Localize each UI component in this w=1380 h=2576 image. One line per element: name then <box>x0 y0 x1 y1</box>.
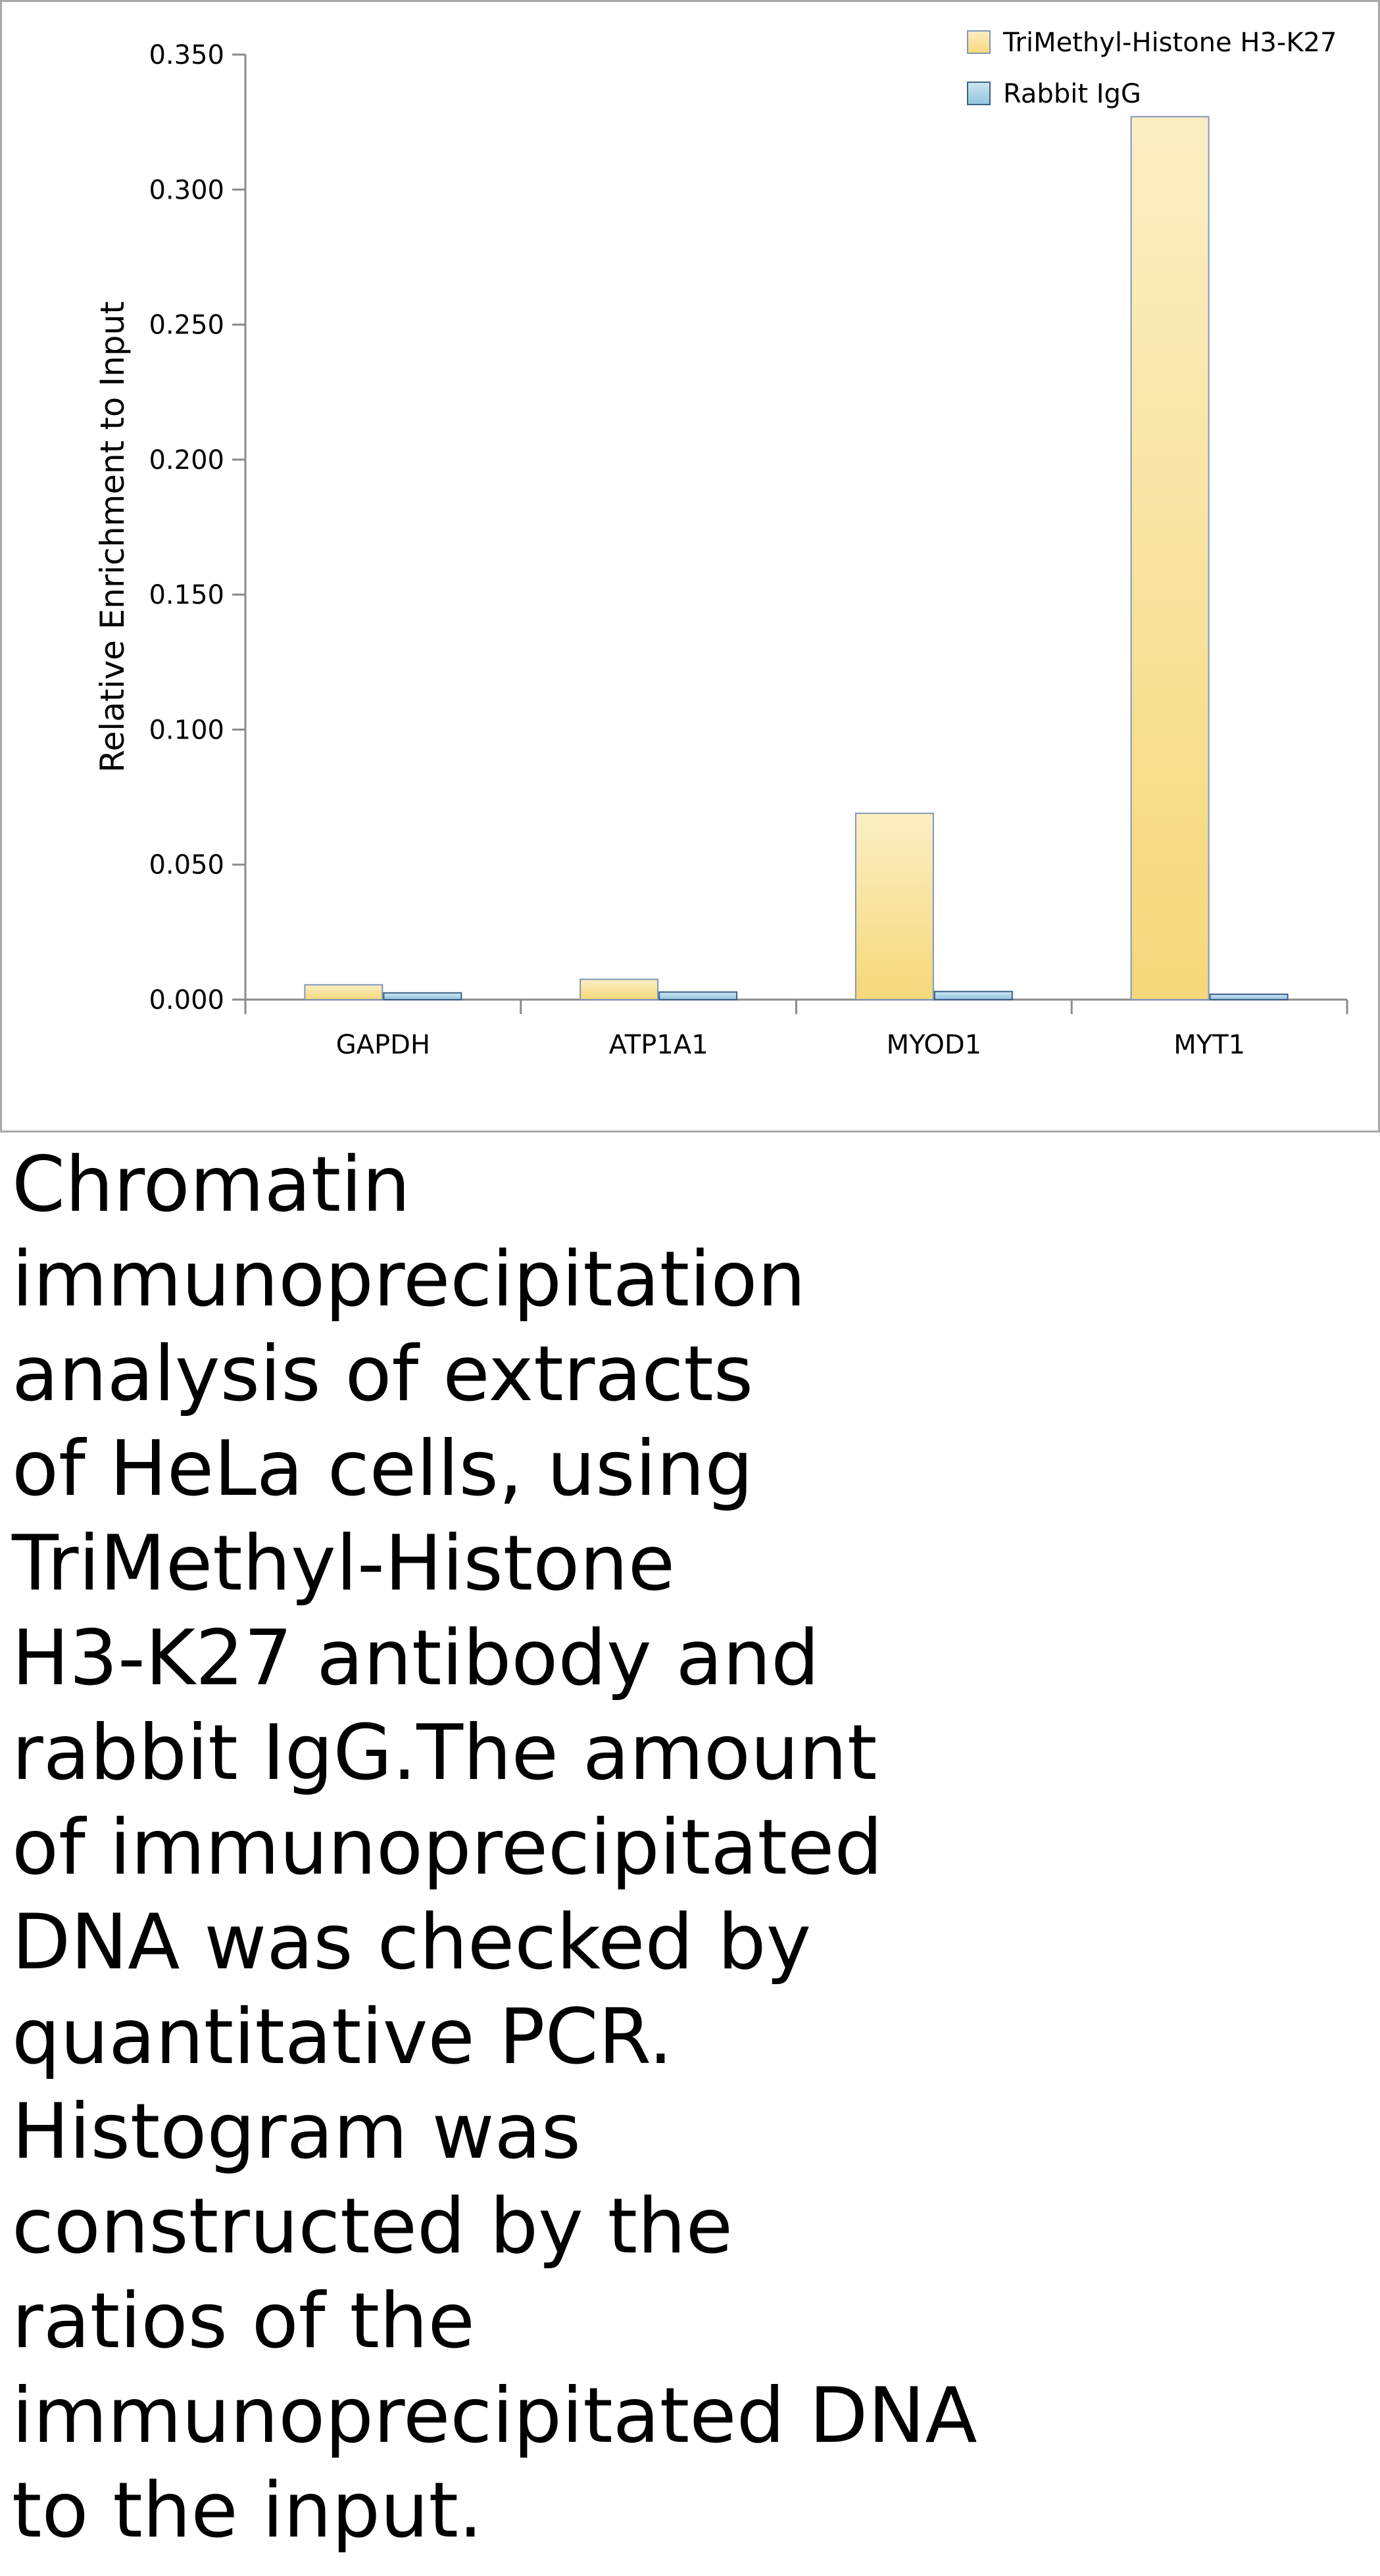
caption-line: immunoprecipitation <box>12 1235 806 1324</box>
y-tick-label: 0.000 <box>149 985 224 1015</box>
x-category-label: MYT1 <box>1173 1030 1245 1060</box>
bar-trimethyl-gapdh <box>304 984 383 1001</box>
caption-line: TriMethyl-Histone <box>12 1519 676 1608</box>
caption-line: ratios of the <box>12 2277 475 2366</box>
caption-line: H3-K27 antibody and <box>12 1614 820 1703</box>
y-tick-label: 0.300 <box>149 175 224 205</box>
y-tick-label: 0.100 <box>149 715 224 745</box>
y-axis-title: Relative Enrichment to Input <box>93 301 132 773</box>
caption-line: of HeLa cells, using <box>12 1424 753 1513</box>
bar-trimethyl-atp1a1 <box>579 979 659 1001</box>
bar-trimethyl-myod1 <box>854 812 934 1000</box>
caption-line: of immunoprecipitated <box>12 1803 883 1892</box>
legend-swatch <box>967 82 991 105</box>
caption-line: rabbit IgG.The amount <box>12 1709 877 1797</box>
caption-line: Histogram was <box>12 2087 581 2176</box>
caption-line: immunoprecipitated DNA <box>12 2371 977 2460</box>
bar-rabbit-igg-myt1 <box>1209 993 1289 1001</box>
bar-rabbit-igg-myod1 <box>933 990 1013 1001</box>
chart-panel: 0.000 0.050 0.100 0.150 0.200 0.250 0.300 0.350… <box>0 0 1380 1132</box>
figure-caption: Chromatin immunoprecipitation analysis of … <box>12 1138 1064 2558</box>
caption-line: Chromatin <box>12 1140 410 1229</box>
caption-line: analysis of extracts <box>12 1330 754 1419</box>
bar-chart: 0.000 0.050 0.100 0.150 0.200 0.250 0.300 0.350… <box>93 28 1348 1060</box>
caption-line: to the input. <box>12 2466 483 2555</box>
y-tick-label: 0.150 <box>149 580 224 610</box>
bar-trimethyl-myt1 <box>1130 116 1210 1001</box>
x-category-label: ATP1A1 <box>609 1030 708 1060</box>
y-tick-label: 0.200 <box>149 445 224 475</box>
y-tick-label: 0.050 <box>149 850 224 881</box>
y-tick-label: 0.350 <box>149 40 224 70</box>
y-tick-label: 0.250 <box>149 310 224 341</box>
legend-label: TriMethyl-Histone H3-K27 <box>1002 28 1337 58</box>
caption-line: DNA was checked by <box>12 1898 812 1987</box>
legend-swatch <box>967 30 991 54</box>
caption-line: quantitative PCR. <box>12 1993 673 2081</box>
legend-label: Rabbit IgG <box>1003 79 1141 109</box>
x-category-label: GAPDH <box>336 1030 430 1060</box>
caption-line: constructed by the <box>12 2182 733 2271</box>
x-category-label: MYOD1 <box>887 1030 982 1060</box>
bar-rabbit-igg-atp1a1 <box>658 991 738 1001</box>
bar-rabbit-igg-gapdh <box>383 992 462 1001</box>
